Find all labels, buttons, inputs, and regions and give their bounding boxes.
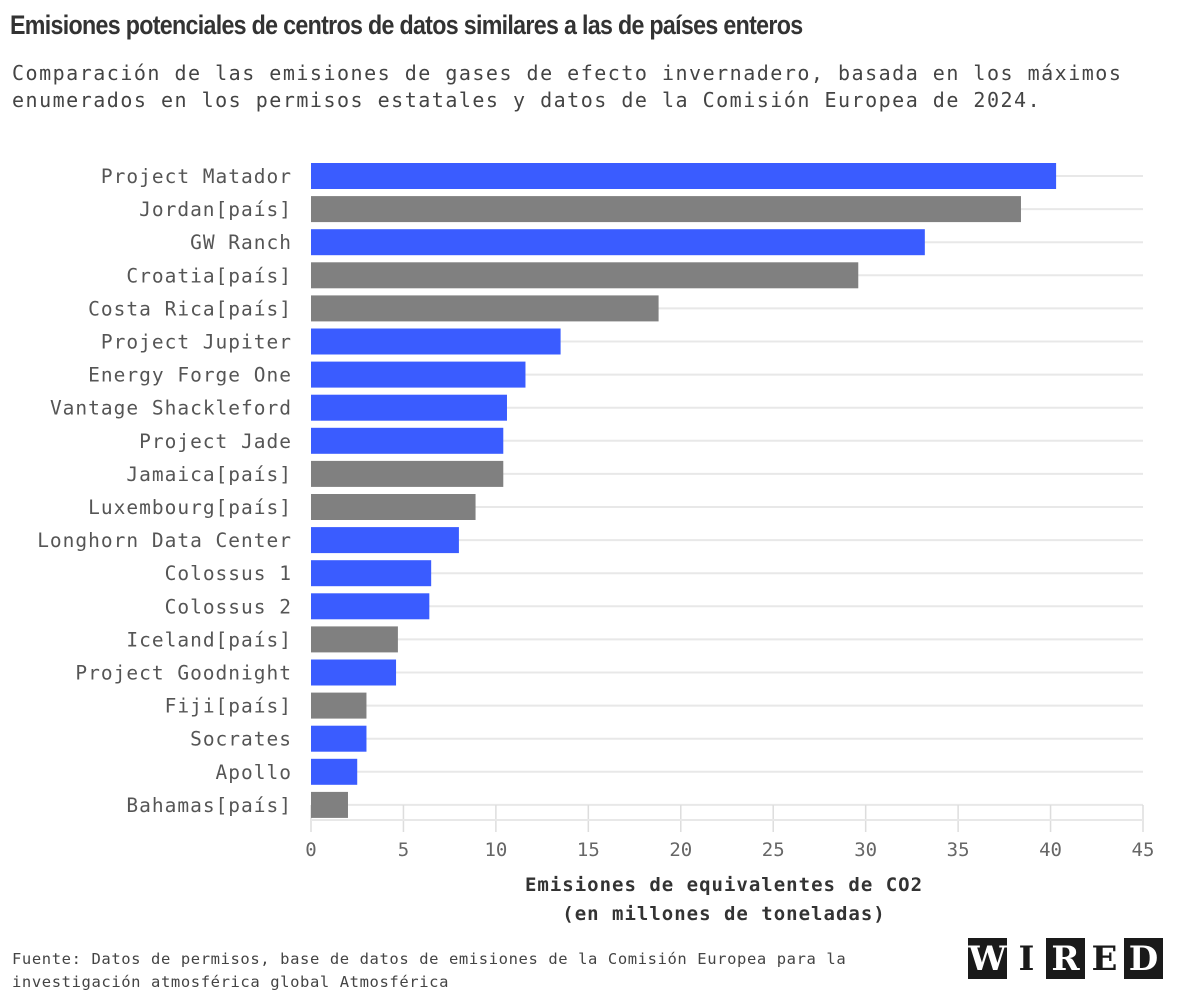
category-label: Colossus 2 bbox=[165, 595, 292, 618]
bar-chart: 0 5 10 15 20 25 30 35 40 45 Project Matador Jordan[… bbox=[37, 163, 1155, 925]
category-label: Apollo bbox=[216, 761, 292, 784]
bar-project-jupiter bbox=[311, 328, 561, 355]
bar-jamaica-pa-s- bbox=[311, 460, 504, 487]
x-tick-label: 5 bbox=[398, 839, 409, 861]
category-label: Iceland[país] bbox=[126, 628, 292, 651]
bar-project-jade bbox=[311, 427, 504, 454]
category-label: Project Jupiter bbox=[101, 331, 292, 354]
bar-luxembourg-pa-s- bbox=[311, 494, 476, 520]
bar-fiji-pa-s- bbox=[311, 692, 367, 719]
bar-energy-forge-one bbox=[311, 361, 526, 388]
bar-apollo bbox=[311, 758, 358, 785]
category-label: Fiji[país] bbox=[165, 695, 292, 718]
x-axis-label-units: (en millones de toneladas) bbox=[562, 903, 885, 925]
category-label: GW Ranch bbox=[190, 231, 292, 254]
category-label: Project Goodnight bbox=[75, 662, 292, 685]
category-label: Luxembourg[país] bbox=[88, 496, 292, 519]
x-tick-label: 35 bbox=[947, 839, 970, 861]
bar-colossus-2 bbox=[311, 593, 430, 620]
x-tick-label: 40 bbox=[1039, 839, 1062, 861]
category-label: Bahamas[país] bbox=[126, 794, 292, 817]
source-note: Fuente: Datos de permisos, base de datos… bbox=[12, 950, 847, 991]
category-label: Croatia[país] bbox=[126, 264, 292, 287]
x-tick-label: 15 bbox=[577, 839, 600, 861]
category-label: Project Matador bbox=[101, 165, 292, 188]
bar-longhorn-data-center bbox=[311, 527, 459, 554]
x-tick-label: 25 bbox=[762, 839, 785, 861]
bar-costa-rica-pa-s- bbox=[311, 295, 659, 322]
category-label: Longhorn Data Center bbox=[37, 529, 292, 552]
x-tick-label: 10 bbox=[484, 839, 507, 861]
category-label: Vantage Shackleford bbox=[50, 397, 292, 420]
bar-gw-ranch bbox=[311, 229, 925, 256]
x-axis-label: Emisiones de equivalentes de CO2 bbox=[525, 874, 923, 896]
category-label: Socrates bbox=[190, 728, 292, 751]
category-label: Jamaica[país] bbox=[126, 463, 292, 486]
bar-vantage-shackleford bbox=[311, 394, 507, 421]
x-tick-label: 0 bbox=[305, 839, 316, 861]
x-tick-label: 20 bbox=[669, 839, 692, 861]
chart-title: Emisiones potenciales de centros de dato… bbox=[10, 10, 803, 40]
bar-bahamas-pa-s- bbox=[311, 791, 348, 818]
x-tick-label: 30 bbox=[854, 839, 877, 861]
category-label: Energy Forge One bbox=[88, 364, 292, 387]
bar-croatia-pa-s- bbox=[311, 262, 859, 289]
bar-iceland-pa-s- bbox=[311, 626, 398, 653]
chart-subtitle: Comparación de las emisiones de gases de… bbox=[12, 61, 1123, 112]
category-label: Jordan[país] bbox=[139, 198, 292, 221]
category-label: Project Jade bbox=[139, 430, 292, 453]
x-tick-label: 45 bbox=[1132, 839, 1155, 861]
bar-socrates bbox=[311, 725, 367, 752]
bar-jordan-pa-s- bbox=[311, 196, 1021, 223]
bar-colossus-1 bbox=[311, 560, 432, 587]
category-label: Costa Rica[país] bbox=[88, 297, 292, 320]
category-label: Colossus 1 bbox=[165, 562, 292, 585]
bar-project-goodnight bbox=[311, 659, 397, 686]
bar-project-matador bbox=[311, 163, 1057, 189]
